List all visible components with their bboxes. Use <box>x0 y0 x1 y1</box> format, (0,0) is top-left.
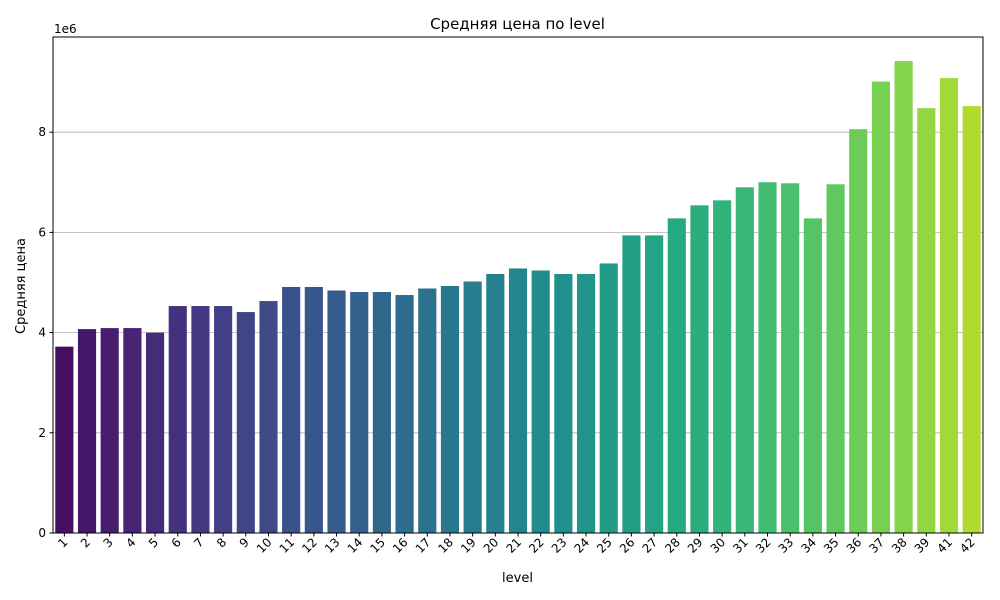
bar <box>917 108 936 533</box>
bar <box>259 301 278 533</box>
x-tick-label: 18 <box>435 535 456 556</box>
bar <box>508 268 528 533</box>
bar <box>100 328 119 533</box>
bar <box>690 205 709 533</box>
x-tick-label: 11 <box>277 535 298 556</box>
x-axis-label: level <box>502 571 533 586</box>
bar <box>327 290 346 533</box>
bar <box>350 292 369 533</box>
x-tick-label: 39 <box>912 535 933 556</box>
bar <box>236 312 255 533</box>
x-tick-label: 32 <box>753 535 774 556</box>
bar <box>282 287 301 533</box>
x-tick-label: 24 <box>571 535 592 556</box>
bar <box>803 218 822 533</box>
x-tick-label: 21 <box>503 535 524 556</box>
x-tick-label: 2 <box>78 535 93 550</box>
y-axis-label: Средняя цена <box>14 238 29 334</box>
x-tick-label: 13 <box>322 535 343 556</box>
x-tick-label: 34 <box>798 535 819 556</box>
bar <box>735 187 754 533</box>
x-tick-label: 36 <box>844 535 865 556</box>
y-tick-label: 0 <box>38 526 46 540</box>
bar <box>191 306 210 533</box>
bar <box>440 286 460 533</box>
bar <box>871 81 890 533</box>
x-tick-label: 9 <box>237 535 252 550</box>
bar <box>418 288 437 533</box>
x-tick-label: 15 <box>367 535 388 556</box>
bar <box>214 306 233 533</box>
bar <box>55 346 74 533</box>
y-tick-label: 2 <box>38 426 46 440</box>
x-tick-label: 29 <box>685 535 706 556</box>
bar <box>168 306 187 533</box>
bar <box>894 61 913 533</box>
x-tick-label: 28 <box>662 535 683 556</box>
x-tick-label: 25 <box>594 535 615 556</box>
x-tick-label: 41 <box>934 535 955 556</box>
chart-title: Средняя цена по level <box>430 15 605 33</box>
x-tick-label: 30 <box>708 535 729 556</box>
bar <box>781 183 800 533</box>
x-tick-label: 37 <box>866 535 887 556</box>
bar <box>849 129 868 533</box>
y-tick-label: 8 <box>38 125 46 139</box>
y-tick-label: 4 <box>38 326 46 340</box>
x-tick-label: 38 <box>889 535 910 556</box>
bar <box>77 329 97 533</box>
x-tick-label: 19 <box>458 535 479 556</box>
x-tick-label: 3 <box>101 535 116 550</box>
x-tick-label: 26 <box>617 535 638 556</box>
x-tick-label: 42 <box>957 535 978 556</box>
x-tick-label: 16 <box>390 535 411 556</box>
x-tick-label: 20 <box>481 535 502 556</box>
x-tick-label: 7 <box>191 535 206 550</box>
x-tick-label: 17 <box>413 535 434 556</box>
bar <box>372 292 391 533</box>
bar <box>395 295 414 533</box>
x-tick-label: 31 <box>730 535 751 556</box>
x-tick-label: 10 <box>254 535 275 556</box>
x-tick-label: 1 <box>55 535 70 550</box>
x-tick-label: 12 <box>299 535 320 556</box>
bar <box>463 281 482 533</box>
bars <box>55 61 981 534</box>
y-tick-label: 6 <box>38 225 46 239</box>
x-tick-label: 33 <box>776 535 797 556</box>
x-tick-label: 35 <box>821 535 842 556</box>
bar <box>758 182 777 534</box>
x-tick-label: 6 <box>169 535 184 550</box>
x-tick-label: 8 <box>214 535 229 550</box>
x-tick-label: 14 <box>345 535 366 556</box>
bar <box>713 200 732 534</box>
bar <box>667 218 686 533</box>
x-tick-label: 27 <box>640 535 661 556</box>
x-tick-label: 4 <box>123 535 138 550</box>
bar <box>599 263 618 533</box>
x-tick-label: 5 <box>146 535 161 550</box>
bar <box>531 270 550 533</box>
bar <box>554 273 573 533</box>
bar <box>939 78 959 533</box>
bar <box>622 235 641 533</box>
bar <box>576 273 596 533</box>
bar <box>645 235 664 533</box>
bar <box>146 332 165 533</box>
bar <box>304 287 323 533</box>
y-offset-label: 1e6 <box>54 22 77 36</box>
bar <box>962 106 981 533</box>
bar <box>826 184 845 533</box>
bar <box>123 328 142 533</box>
x-tick-label: 23 <box>549 535 570 556</box>
bar <box>486 273 505 533</box>
x-tick-label: 22 <box>526 535 547 556</box>
